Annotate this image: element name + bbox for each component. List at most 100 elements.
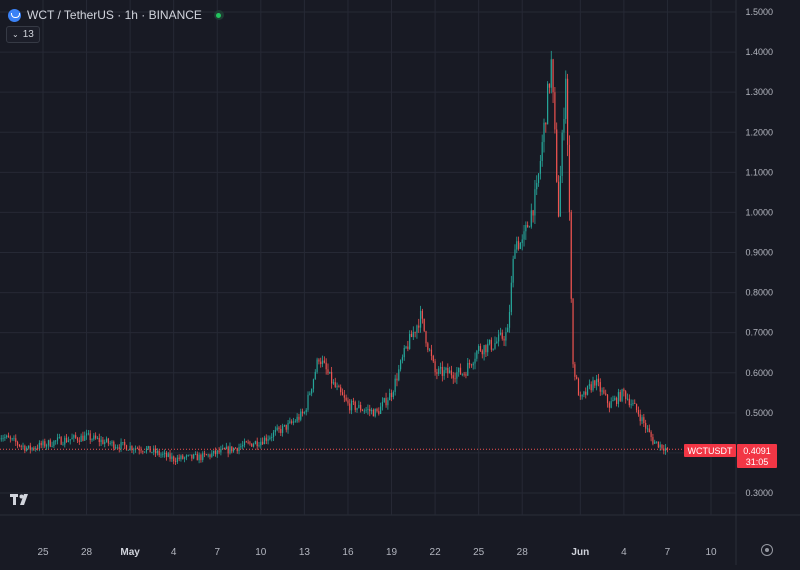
candle-body xyxy=(656,442,657,443)
candle-body xyxy=(522,240,523,243)
price-tick-label: 1.0000 xyxy=(745,207,773,217)
candle-body xyxy=(562,133,563,176)
candle-body xyxy=(489,340,490,344)
tradingview-logo-icon[interactable] xyxy=(10,492,34,508)
candle-body xyxy=(369,409,370,411)
candle-body xyxy=(533,210,534,215)
candle-body xyxy=(474,359,475,364)
candle-body xyxy=(511,283,512,312)
candle-body xyxy=(102,440,103,444)
candle-body xyxy=(32,448,33,450)
indicators-toggle-button[interactable]: ⌄ 13 xyxy=(6,26,40,43)
candle-body xyxy=(28,446,29,448)
candle-body xyxy=(384,398,385,402)
candle-body xyxy=(483,345,484,354)
candle-body xyxy=(367,409,368,410)
candle-body xyxy=(395,379,396,392)
candle-body xyxy=(287,423,288,430)
candle-body xyxy=(355,402,356,410)
indicators-count: 13 xyxy=(23,29,34,40)
candle-body xyxy=(211,453,212,457)
candle-body xyxy=(320,362,321,364)
candle-body xyxy=(282,426,283,433)
chart-header[interactable]: WCT / TetherUS · 1h · BINANCE xyxy=(8,6,224,24)
candle-body xyxy=(438,369,439,374)
candle-body xyxy=(576,377,577,379)
candle-body xyxy=(229,446,230,453)
candle-body xyxy=(298,417,299,420)
price-tick-label: 0.6000 xyxy=(745,368,773,378)
candle-body xyxy=(509,312,510,328)
candle-body xyxy=(493,349,494,350)
candle-body xyxy=(248,442,249,443)
candle-body xyxy=(518,241,519,249)
gear-icon[interactable] xyxy=(761,544,773,556)
candles[interactable] xyxy=(0,51,668,465)
candle-body xyxy=(413,332,414,337)
price-tick-label: 1.5000 xyxy=(745,7,773,17)
candle-body xyxy=(12,438,13,439)
candle-body xyxy=(75,435,76,438)
candle-body xyxy=(404,348,405,357)
candle-body xyxy=(416,326,417,333)
candle-body xyxy=(273,432,274,437)
time-tick-label: 16 xyxy=(342,547,354,558)
candle-body xyxy=(46,445,47,446)
candle-body xyxy=(119,447,120,449)
candle-body xyxy=(612,400,613,401)
candle-body xyxy=(338,386,339,387)
candle-body xyxy=(188,455,189,456)
candle-body xyxy=(431,350,432,356)
candle-body xyxy=(502,333,503,339)
candle-body xyxy=(582,395,583,397)
candle-body xyxy=(409,334,410,349)
symbol-title[interactable]: WCT / TetherUS · 1h · BINANCE xyxy=(27,8,202,22)
candle-body xyxy=(552,59,553,92)
candle-body xyxy=(195,454,196,455)
candle-body xyxy=(304,412,305,413)
candle-body xyxy=(48,440,49,445)
candle-body xyxy=(300,412,301,420)
candle-body xyxy=(258,445,259,446)
candle-body xyxy=(340,387,341,392)
time-tick-label: 25 xyxy=(37,547,49,558)
candle-body xyxy=(373,410,374,417)
candle-body xyxy=(144,452,145,453)
candle-body xyxy=(160,455,161,456)
candle-body xyxy=(324,361,325,363)
candle-body xyxy=(605,394,606,395)
candle-body xyxy=(485,345,486,352)
candle-body xyxy=(10,437,11,438)
candle-body xyxy=(110,443,111,444)
candle-body xyxy=(462,374,463,375)
candle-body xyxy=(480,346,481,351)
price-axis[interactable]: 1.50001.40001.30001.20001.10001.00000.90… xyxy=(745,7,773,498)
price-tick-label: 0.3000 xyxy=(745,488,773,498)
candle-body xyxy=(362,410,363,411)
candle-body xyxy=(534,189,535,215)
candle-body xyxy=(572,299,573,364)
candle-body xyxy=(371,410,372,411)
candle-body xyxy=(62,444,63,445)
candle-body xyxy=(44,441,45,446)
candle-body xyxy=(393,392,394,397)
candle-body xyxy=(471,364,472,365)
candle-body xyxy=(309,393,310,394)
candle-body xyxy=(55,441,56,442)
candle-body xyxy=(267,439,268,441)
candle-body xyxy=(507,328,508,332)
candle-body xyxy=(342,392,343,395)
candle-body xyxy=(275,430,276,432)
candle-body xyxy=(108,439,109,444)
candle-body xyxy=(366,410,367,411)
candle-body xyxy=(326,363,327,370)
candle-body xyxy=(549,84,550,88)
candle-body xyxy=(257,441,258,446)
candle-body xyxy=(17,442,18,445)
candle-body xyxy=(407,347,408,349)
candle-body xyxy=(86,434,87,436)
candle-body xyxy=(465,374,466,375)
